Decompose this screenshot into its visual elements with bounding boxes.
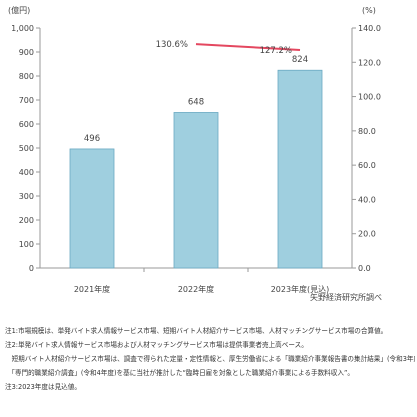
growth-line (195, 43, 301, 51)
right-tick-label: 0.0 (358, 264, 371, 273)
x-tick-label: 2023年度(見込) (271, 284, 330, 294)
bars (69, 69, 323, 269)
note-5: 注3:2023年度は見込値。 (5, 383, 81, 391)
x-ticks: 2021年度 2022年度 2023年度(見込) (74, 284, 329, 294)
bar (173, 112, 219, 269)
right-tick-label: 100.0 (358, 93, 381, 102)
left-tick-label: 800 (19, 72, 34, 81)
right-tick-label: 40.0 (358, 195, 376, 204)
left-tick-label: 300 (19, 192, 34, 201)
note-4: 「専門的職業紹介調査」(令和4年度)を基に当社が推計した“臨時日雇を対象とした職… (5, 369, 354, 377)
x-tick-label: 2022年度 (178, 284, 214, 294)
right-axis-unit: (%) (362, 6, 376, 15)
right-tick-label: 120.0 (358, 58, 381, 67)
x-tick-label: 2021年度 (74, 284, 110, 294)
bar-value-label: 648 (188, 97, 204, 107)
left-axis-unit: (億円) (8, 5, 30, 15)
line-series: 130.6% 127.2% (156, 40, 301, 56)
left-tick-label: 1,000 (11, 24, 34, 33)
left-tick-label: 900 (19, 48, 34, 57)
right-tick-label: 80.0 (358, 127, 376, 136)
notes: 注1:市場規模は、単発バイト求人情報サービス市場、短期バイト人材紹介サービス市場… (5, 324, 415, 394)
bar (277, 69, 323, 269)
bar-value-label: 824 (292, 55, 308, 65)
source-credit: 矢野経済研究所調べ (310, 293, 382, 302)
left-ticks: 0 100 200 300 400 500 600 700 800 900 1,000 (11, 24, 40, 273)
left-tick-label: 0 (29, 264, 34, 273)
note-3: 短期バイト人材紹介サービス市場は、調査で得られた定量・定性情報と、厚生労働省によ… (5, 355, 415, 363)
growth-label: 130.6% (156, 40, 188, 50)
right-tick-label: 140.0 (358, 24, 381, 33)
left-tick-label: 100 (19, 240, 34, 249)
left-tick-label: 600 (19, 120, 34, 129)
note-1: 注1:市場規模は、単発バイト求人情報サービス市場、短期バイト人材紹介サービス市場… (5, 327, 388, 335)
bar (69, 148, 115, 269)
left-tick-label: 200 (19, 216, 34, 225)
left-tick-label: 400 (19, 168, 34, 177)
left-tick-label: 500 (19, 144, 34, 153)
right-tick-label: 20.0 (358, 230, 376, 239)
bar-value-label: 496 (84, 134, 100, 144)
right-ticks: 0.0 20.0 40.0 60.0 80.0 100.0 120.0 140.0 (352, 24, 381, 273)
growth-label: 127.2% (260, 46, 292, 56)
bar-labels: 496 648 824 (84, 55, 308, 144)
left-tick-label: 700 (19, 96, 34, 105)
right-tick-label: 60.0 (358, 161, 376, 170)
note-2: 注2:単発バイト求人情報サービス市場および人材マッチングサービス市場は提供事業者… (5, 341, 308, 349)
